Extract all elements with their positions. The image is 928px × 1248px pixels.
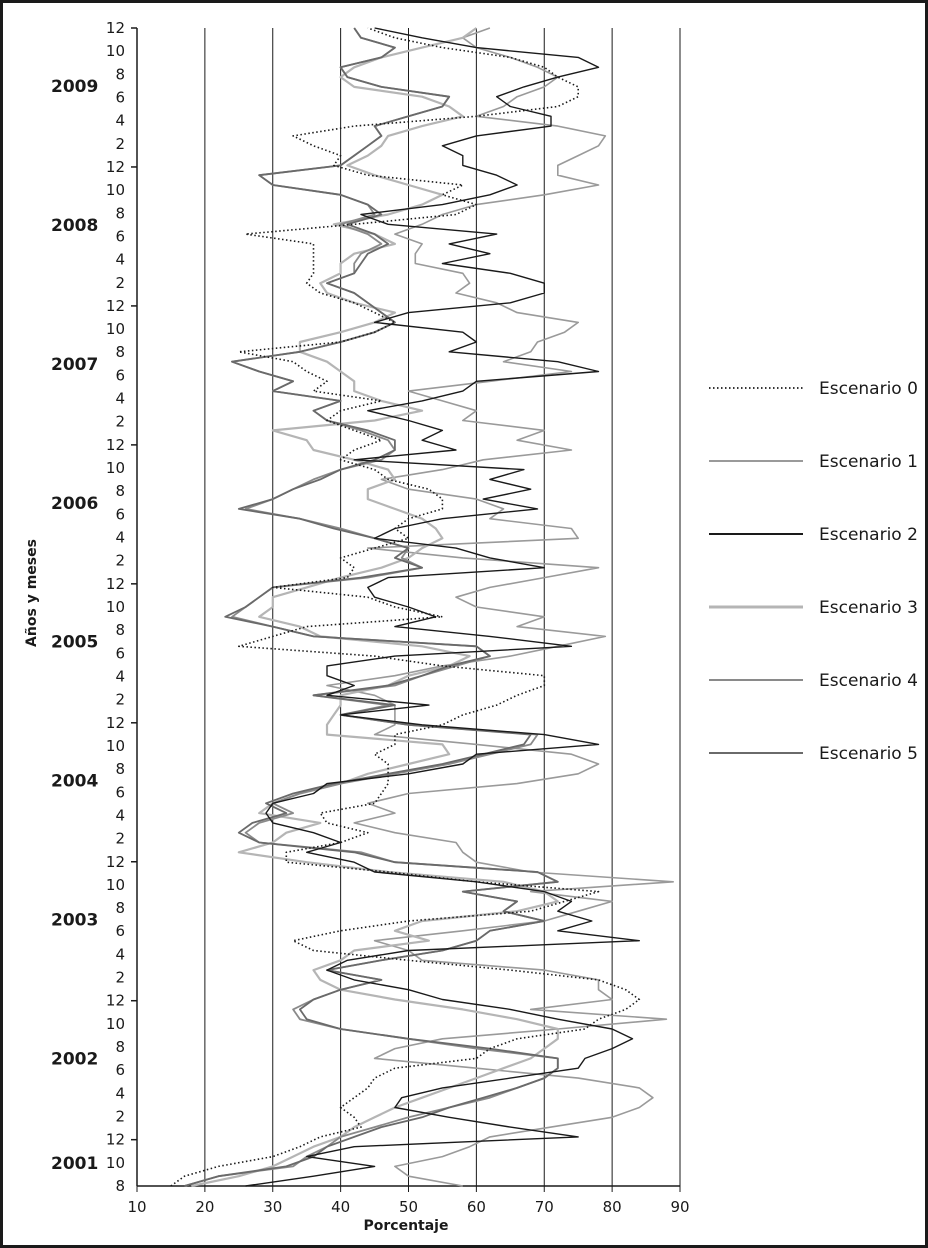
- y-tick-label: 2: [115, 830, 125, 848]
- y-tick-label: 12: [106, 19, 125, 37]
- y-tick-label: 12: [106, 575, 125, 593]
- year-label: 2008: [51, 216, 98, 236]
- y-tick-label: 12: [106, 992, 125, 1010]
- gridlines: [204, 28, 681, 1186]
- year-label: 2003: [51, 911, 98, 931]
- x-axis-title: Porcentaje: [364, 1218, 449, 1234]
- y-tick-label: 8: [115, 1177, 125, 1195]
- legend-label: Escenario 3: [819, 598, 918, 618]
- y-tick-label: 10: [106, 1015, 125, 1033]
- y-tick-label: 10: [106, 1154, 125, 1172]
- y-tick-label: 4: [115, 390, 125, 408]
- line-chart: 8101220012468101220022468101220032468101…: [24, 19, 918, 1234]
- x-tick-label: 70: [535, 1198, 554, 1216]
- y-tick-label: 8: [115, 760, 125, 778]
- y-tick-label: 10: [106, 42, 125, 60]
- y-tick-label: 10: [106, 876, 125, 894]
- y-tick-label: 12: [106, 714, 125, 732]
- series-line-escenario-5: [184, 27, 559, 1187]
- legend: Escenario 0 Escenario 1 Escenario 2 Escenar…: [709, 379, 918, 764]
- y-tick-label: 8: [115, 621, 125, 639]
- x-tick-label: 80: [603, 1198, 622, 1216]
- y-tick-label: 12: [106, 158, 125, 176]
- legend-label: Escenario 0: [819, 379, 918, 399]
- y-tick-label: 2: [115, 691, 125, 709]
- y-tick-label: 2: [115, 552, 125, 570]
- y-axis-month-ticks: 8 10 12 2001 2 4 6 8 10 12 2002 2 4 6 8 10 12 2003 2 4 6 8 10 1…: [51, 19, 137, 1195]
- y-tick-label: 6: [115, 922, 125, 940]
- y-tick-label: 10: [106, 598, 125, 616]
- series-line-escenario-2: [245, 27, 640, 1187]
- y-tick-label: 6: [115, 783, 125, 801]
- y-tick-label: 10: [106, 320, 125, 338]
- y-tick-label: 8: [115, 204, 125, 222]
- y-tick-label: 2: [115, 135, 125, 153]
- x-tick-label: 10: [127, 1198, 146, 1216]
- legend-label: Escenario 2: [819, 525, 918, 545]
- y-tick-label: 6: [115, 505, 125, 523]
- year-label: 2001: [51, 1154, 98, 1174]
- year-label: 2009: [51, 77, 98, 97]
- y-tick-label: 8: [115, 899, 125, 917]
- y-tick-label: 6: [115, 88, 125, 106]
- y-tick-label: 6: [115, 644, 125, 662]
- y-tick-label: 4: [115, 251, 125, 269]
- x-tick-label: 40: [331, 1198, 350, 1216]
- series-line-escenario-0: [170, 27, 641, 1187]
- y-tick-label: 4: [115, 112, 125, 130]
- y-tick-label: 6: [115, 227, 125, 245]
- legend-label: Escenario 5: [819, 744, 918, 764]
- x-tick-label: 60: [467, 1198, 486, 1216]
- x-tick-label: 50: [399, 1198, 418, 1216]
- year-label: 2002: [51, 1050, 98, 1070]
- y-tick-label: 12: [106, 853, 125, 871]
- y-tick-label: 8: [115, 343, 125, 361]
- y-tick-label: 4: [115, 529, 125, 547]
- x-tick-label: 30: [263, 1198, 282, 1216]
- x-axis-ticks: 10 20 30 40 50 60 70 80 90: [127, 1186, 690, 1216]
- y-tick-label: 8: [115, 482, 125, 500]
- y-tick-label: 4: [115, 806, 125, 824]
- y-tick-label: 4: [115, 667, 125, 685]
- y-tick-label: 10: [106, 181, 125, 199]
- year-label: 2006: [51, 494, 98, 514]
- y-tick-label: 2: [115, 969, 125, 987]
- y-tick-label: 12: [106, 297, 125, 315]
- y-axis-title: Años y meses: [24, 539, 40, 647]
- y-tick-label: 4: [115, 1084, 125, 1102]
- year-label: 2007: [51, 355, 98, 375]
- series-line-escenario-1: [326, 27, 675, 1187]
- y-tick-label: 2: [115, 1108, 125, 1126]
- y-tick-label: 12: [106, 436, 125, 454]
- y-tick-label: 2: [115, 413, 125, 431]
- series-lines: [170, 27, 675, 1188]
- legend-label: Escenario 4: [819, 671, 918, 691]
- y-tick-label: 8: [115, 1038, 125, 1056]
- year-label: 2005: [51, 633, 98, 653]
- y-tick-label: 6: [115, 1061, 125, 1079]
- x-tick-label: 90: [670, 1198, 689, 1216]
- y-tick-label: 4: [115, 945, 125, 963]
- y-tick-label: 2: [115, 274, 125, 292]
- y-tick-label: 10: [106, 459, 125, 477]
- x-tick-label: 20: [195, 1198, 214, 1216]
- year-label: 2004: [51, 772, 98, 792]
- y-tick-label: 8: [115, 65, 125, 83]
- y-tick-label: 10: [106, 737, 125, 755]
- legend-label: Escenario 1: [819, 452, 918, 472]
- y-tick-label: 6: [115, 366, 125, 384]
- y-tick-label: 12: [106, 1131, 125, 1149]
